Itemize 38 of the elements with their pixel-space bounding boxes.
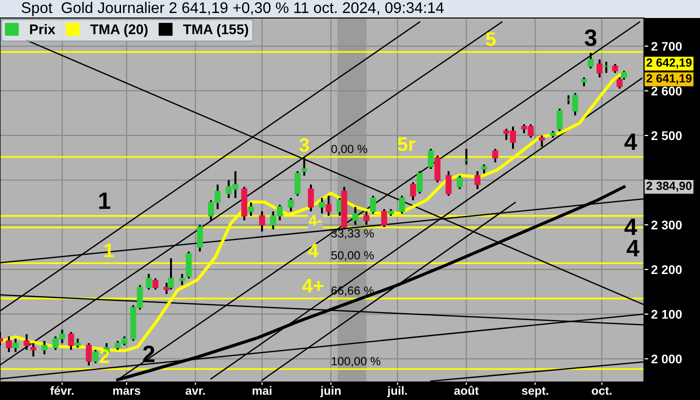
annotation: 5r: [398, 137, 416, 151]
annotation: 4: [624, 134, 638, 150]
annotation: 3: [584, 29, 596, 46]
x-tick-label: mai: [252, 386, 272, 395]
annotation: 4+: [302, 278, 324, 292]
x-tick-label: oct.: [592, 387, 612, 395]
annotation: 1: [99, 192, 110, 209]
y-tick-label: 2 200: [651, 265, 682, 274]
annotation: 4: [308, 244, 318, 258]
y-tick-label: 2 700: [651, 42, 682, 51]
y-tick-label: 2 500: [651, 131, 682, 140]
annotation: 2 642,19: [646, 58, 692, 69]
annotation: 3: [299, 138, 309, 152]
y-tick-label: 2 600: [651, 86, 682, 96]
x-tick-label: juin: [320, 386, 341, 398]
annotation: 5: [486, 32, 496, 46]
annotation: 2 641,19: [646, 74, 692, 84]
annotation: 2: [100, 349, 109, 363]
legend-label: Prix: [30, 24, 56, 34]
annotation: 2: [143, 346, 154, 362]
x-tick-label: févr.: [50, 386, 74, 395]
chart-title: Spot Gold Journalier 2 641,19 +0,30 % 11 oct. 2024, 09:34:14: [22, 2, 444, 16]
annotation: 2 384,90: [646, 182, 692, 192]
annotation: 4: [626, 240, 640, 256]
x-tick-label: août: [454, 386, 479, 395]
annotation: 50,00 %: [331, 251, 374, 261]
y-tick-label: 2 100: [651, 310, 682, 319]
y-tick-label: 2 000: [651, 354, 682, 364]
annotation: 100,00 %: [332, 356, 380, 367]
x-tick-label: sept.: [522, 387, 548, 398]
x-tick-label: mars: [113, 388, 140, 395]
legend-label: TMA (20): [90, 24, 148, 37]
annotation: 4-: [308, 215, 322, 226]
x-tick-label: juil.: [387, 386, 407, 398]
annotation: 0,00 %: [331, 144, 368, 155]
legend-label: TMA (155): [183, 24, 248, 37]
x-tick-label: avr.: [186, 388, 205, 395]
y-tick-label: 2 300: [651, 220, 682, 230]
